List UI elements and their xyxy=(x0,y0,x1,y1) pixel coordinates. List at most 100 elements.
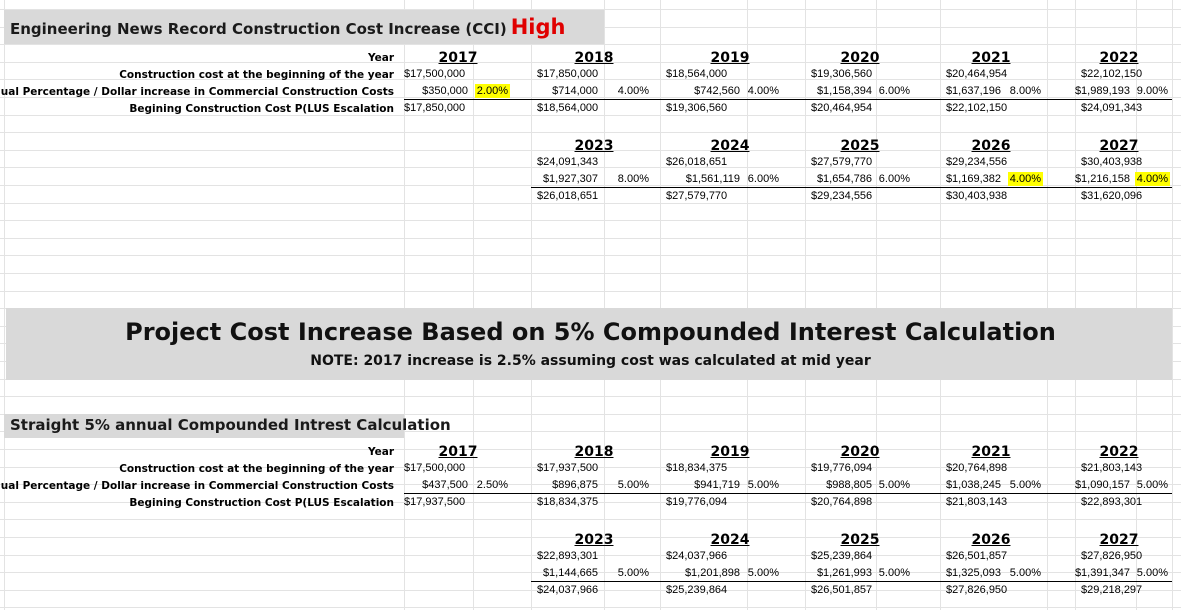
grid-row-line xyxy=(0,238,1181,239)
total-rule xyxy=(404,99,531,100)
end-cost: $24,037,966 xyxy=(537,584,599,596)
increase-amount: $1,637,196 xyxy=(945,85,1001,97)
increase-percent: 5.00% xyxy=(617,479,649,491)
start-cost: $27,579,770 xyxy=(811,156,873,168)
start-cost: $20,464,954 xyxy=(946,68,1008,80)
increase-amount: $1,927,307 xyxy=(542,173,598,185)
increase-amount: $896,875 xyxy=(552,479,598,491)
end-cost: $30,403,938 xyxy=(946,190,1008,202)
total-rule xyxy=(805,493,940,494)
increase-amount: $1,144,665 xyxy=(542,567,598,579)
end-cost: $18,834,375 xyxy=(537,496,599,508)
year-header: 2021 xyxy=(971,444,1011,460)
increase-amount: $350,000 xyxy=(422,85,468,97)
end-cost: $21,803,143 xyxy=(946,496,1008,508)
end-cost: $17,850,000 xyxy=(404,102,466,114)
grid-row-line xyxy=(0,396,1181,397)
year-header: 2019 xyxy=(710,444,750,460)
banner-band xyxy=(6,308,1172,380)
grid-row-line xyxy=(0,572,1181,573)
start-cost: $22,893,301 xyxy=(537,550,599,562)
row-label: Construction cost at the beginning of th… xyxy=(119,69,394,81)
row-label: Begining Construction Cost P(LUS Escalat… xyxy=(129,497,394,509)
year-header: 2027 xyxy=(1099,138,1139,154)
increase-amount: $1,989,193 xyxy=(1074,85,1130,97)
increase-percent: 6.00% xyxy=(878,85,910,97)
increase-percent: 4.00% xyxy=(617,85,649,97)
increase-percent: 4.00% xyxy=(747,85,779,97)
total-rule xyxy=(531,99,660,100)
grid-col-line xyxy=(876,0,877,610)
year-header: 2026 xyxy=(971,138,1011,154)
increase-amount: $742,560 xyxy=(694,85,740,97)
increase-amount: $1,169,382 xyxy=(945,173,1001,185)
grid-row-line xyxy=(0,9,1181,10)
start-cost: $24,037,966 xyxy=(666,550,728,562)
total-rule xyxy=(940,187,1075,188)
grid-row-line xyxy=(0,414,1181,415)
row-label: Annual Percentage / Dollar increase in C… xyxy=(0,86,394,98)
total-rule xyxy=(660,493,805,494)
grid-row-line xyxy=(0,79,1181,80)
increase-percent: 4.00% xyxy=(1007,172,1043,186)
section1-title-text: Engineering News Record Construction Cos… xyxy=(10,20,507,38)
end-cost: $19,776,094 xyxy=(666,496,728,508)
year-header: 2025 xyxy=(840,138,880,154)
year-header: 2027 xyxy=(1099,532,1139,548)
row-label: Year xyxy=(367,52,394,64)
grid-col-line xyxy=(473,0,474,610)
year-header: 2017 xyxy=(438,50,478,66)
increase-percent: 2.00% xyxy=(474,84,510,98)
grid-col-line xyxy=(940,0,941,610)
start-cost: $21,803,143 xyxy=(1081,462,1143,474)
grid-row-line xyxy=(0,467,1181,468)
year-header: 2020 xyxy=(840,50,880,66)
total-rule xyxy=(531,493,660,494)
end-cost: $27,826,950 xyxy=(946,584,1008,596)
total-rule xyxy=(660,187,805,188)
increase-percent: 6.00% xyxy=(878,173,910,185)
grid-row-line xyxy=(0,255,1181,256)
year-header: 2019 xyxy=(710,50,750,66)
increase-percent: 6.00% xyxy=(747,173,779,185)
total-rule xyxy=(1075,581,1172,582)
start-cost: $19,306,560 xyxy=(811,68,873,80)
increase-percent: 5.00% xyxy=(1009,479,1041,491)
row-label: Annual Percentage / Dollar increase in C… xyxy=(0,480,394,492)
start-cost: $25,239,864 xyxy=(811,550,873,562)
total-rule xyxy=(805,581,940,582)
grid-col-line xyxy=(1136,0,1137,610)
start-cost: $24,091,343 xyxy=(537,156,599,168)
grid-row-line xyxy=(0,607,1181,608)
start-cost: $27,826,950 xyxy=(1081,550,1143,562)
grid-row-line xyxy=(0,484,1181,485)
grid-row-line xyxy=(0,132,1181,133)
increase-percent: 5.00% xyxy=(747,567,779,579)
grid-row-line xyxy=(0,203,1181,204)
increase-amount: $1,654,786 xyxy=(816,173,872,185)
increase-percent: 8.00% xyxy=(1009,85,1041,97)
grid-row-line xyxy=(0,167,1181,168)
end-cost: $19,306,560 xyxy=(666,102,728,114)
section1-title: Engineering News Record Construction Cos… xyxy=(0,12,565,42)
grid-col-line xyxy=(1047,0,1048,610)
year-header: 2020 xyxy=(840,444,880,460)
increase-percent: 5.00% xyxy=(1136,479,1168,491)
grid-row-line xyxy=(0,590,1181,591)
year-header: 2021 xyxy=(971,50,1011,66)
grid-col-line xyxy=(747,0,748,610)
increase-amount: $1,038,245 xyxy=(945,479,1001,491)
row-label: Begining Construction Cost P(LUS Escalat… xyxy=(129,103,394,115)
grid-col-line xyxy=(404,0,405,610)
grid-row-line xyxy=(0,62,1181,63)
year-header: 2023 xyxy=(574,532,614,548)
increase-percent: 5.00% xyxy=(878,479,910,491)
increase-percent: 2.50% xyxy=(476,479,508,491)
start-cost: $17,500,000 xyxy=(404,462,466,474)
grid-row-line xyxy=(0,431,1181,432)
total-rule xyxy=(531,581,660,582)
grid-col-line xyxy=(805,0,806,610)
year-header: 2024 xyxy=(710,138,750,154)
start-cost: $17,937,500 xyxy=(537,462,599,474)
end-cost: $20,464,954 xyxy=(811,102,873,114)
